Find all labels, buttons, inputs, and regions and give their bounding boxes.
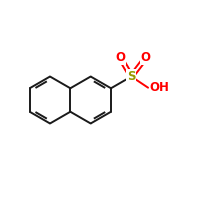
Text: O: O [141, 51, 151, 64]
Text: OH: OH [150, 81, 170, 94]
Text: S: S [127, 70, 136, 83]
Text: O: O [115, 51, 125, 64]
